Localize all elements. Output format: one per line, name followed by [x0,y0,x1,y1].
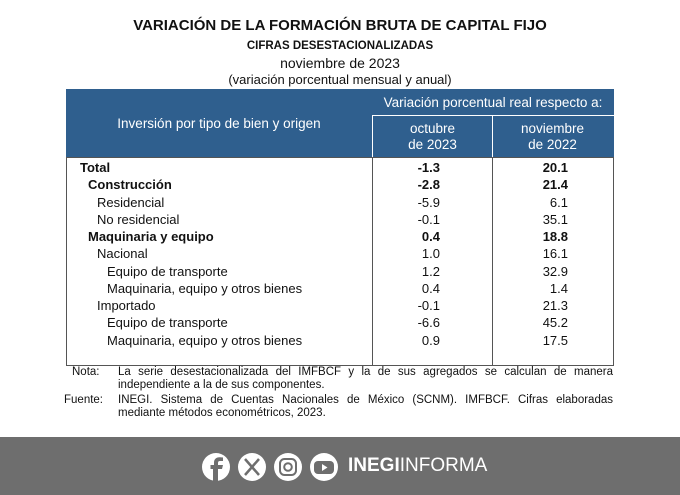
cell-value: 16.1 [542,246,568,262]
cell-value: 35.1 [542,211,568,227]
cell-value: 0.4 [421,280,440,296]
row-label: Maquinaria y equipo [88,229,214,244]
brand: INEGIINFORMA [348,455,487,477]
cell-value: 17.5 [542,332,568,348]
cell-value: 0.9 [421,332,440,348]
group-header: Variación porcentual real respecto a: [383,95,603,110]
footer: INEGIINFORMA [0,437,680,495]
cell-value: 21.3 [542,298,568,313]
cell-value: 21.4 [542,177,568,193]
column-header: octubre [409,121,456,136]
cell-value: 6.1 [549,194,568,210]
period: noviembre de 2023 [280,55,400,71]
cell-value: 20.1 [542,160,568,175]
subtitle: CIFRAS DESESTACIONALIZADAS [246,40,434,52]
row-label: No residencial [97,211,180,227]
table-row: No residencial -0.1 35.1 [66,211,614,228]
column-rule [372,157,373,365]
note: Fuente: INEGI. Sistema de Cuentas Naciona… [64,394,613,419]
title-note: (variación porcentual mensual y anual) [228,72,452,87]
column-header: de 2023 [408,137,457,152]
column-header: de 2022 [528,137,577,152]
brand-bold: INEGI [348,455,400,476]
note-text: INEGI. Sistema de Cuentas Nacionales de … [118,394,613,419]
table-row: Construcción -2.8 21.4 [66,176,614,193]
table-body [66,157,614,366]
table-row: Maquinaria y equipo 0.4 18.8 [66,228,614,245]
table-header [66,89,614,157]
social-icons [202,453,338,481]
note-label: Fuente: [64,394,103,406]
row-label: Residencial [97,194,165,210]
table-row: Importado -0.1 21.3 [66,297,614,314]
table-row: Equipo de transporte -6.6 45.2 [66,314,614,331]
table-row: Maquinaria, equipo y otros bienes 0.4 1.4 [66,280,614,297]
header-rule [372,115,614,116]
note: Nota: La serie desestacionalizada del IMF… [72,366,613,391]
column-header: noviembre [520,121,585,136]
row-label: Importado [97,298,156,313]
row-label: Equipo de transporte [107,263,228,279]
cell-value: 1.0 [421,246,440,262]
table-row: Equipo de transporte 1.2 32.9 [66,263,614,280]
row-label: Nacional [97,246,148,262]
cell-value: 32.9 [542,263,568,279]
table-row: Maquinaria, equipo y otros bienes 0.9 17.5 [66,332,614,349]
cell-value: -0.1 [417,298,440,313]
cell-value: -2.8 [417,177,440,193]
column-rule [492,157,493,365]
cell-value: 45.2 [542,315,568,331]
row-label: Maquinaria, equipo y otros bienes [107,332,303,348]
table-row: Nacional 1.0 16.1 [66,245,614,262]
brand-text: INFORMA [399,455,488,476]
row-label: Construcción [88,177,172,193]
cell-value: -1.3 [417,160,440,175]
cell-value: 18.8 [542,229,568,244]
header-rule [492,115,493,157]
row-label: Total [80,160,111,175]
table-row: Total -1.3 20.1 [66,159,614,176]
cell-value: 1.4 [549,280,568,296]
cell-value: 0.4 [421,229,440,244]
row-header: Inversión por tipo de bien y origen [117,116,321,131]
table-row: Residencial -5.9 6.1 [66,194,614,211]
row-label: Equipo de transporte [107,315,228,331]
note-label: Nota: [72,366,100,378]
cell-value: -5.9 [417,194,440,210]
note-text: La serie desestacionalizada del IMFBCF y… [118,366,613,391]
cell-value: -0.1 [417,211,440,227]
header-rule [372,115,373,157]
cell-value: -6.6 [417,315,440,331]
row-label: Maquinaria, equipo y otros bienes [107,280,303,296]
cell-value: 1.2 [421,263,440,279]
title: VARIACIÓN DE LA FORMACIÓN BRUTA DE CAPIT… [133,17,547,34]
